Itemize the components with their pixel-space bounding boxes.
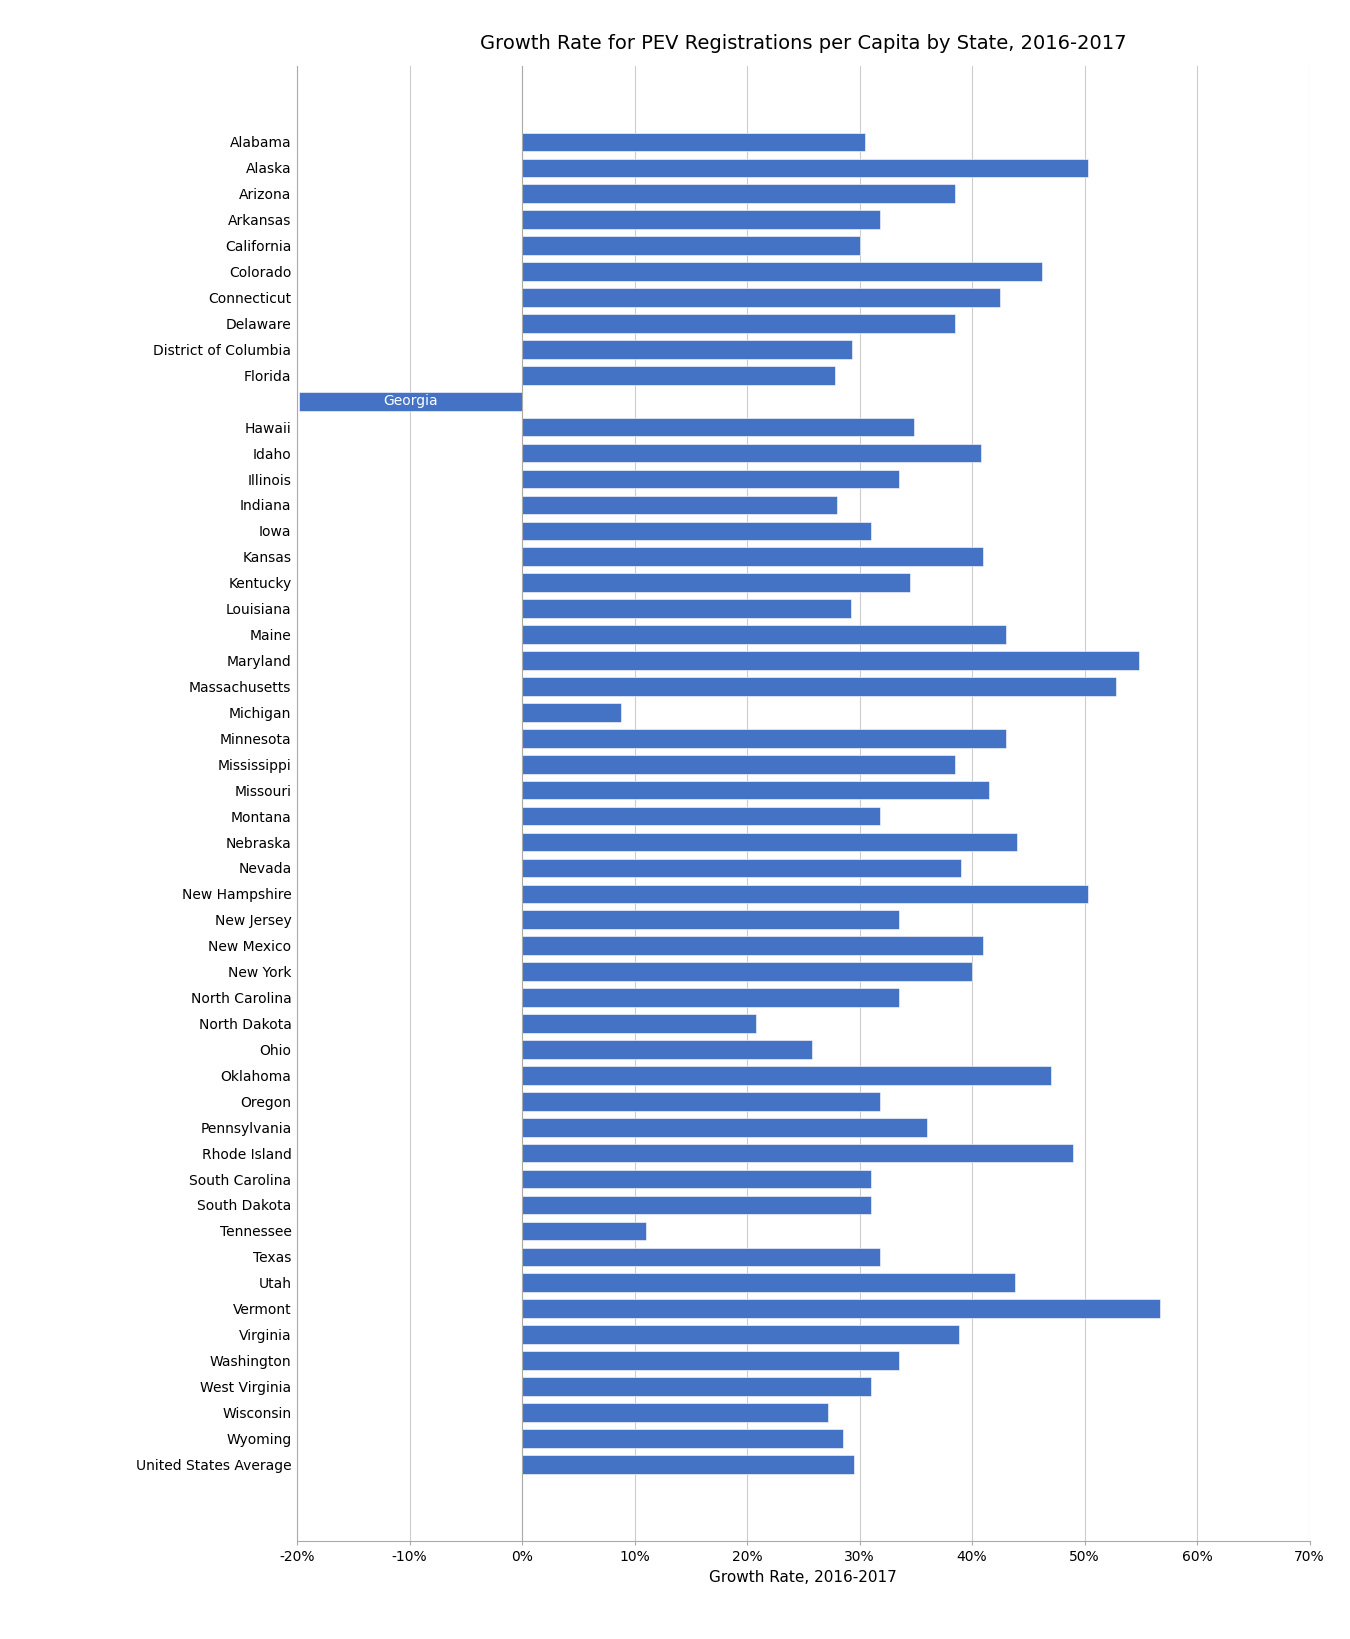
Bar bbox=[522, 470, 899, 488]
Bar bbox=[522, 1221, 645, 1241]
Bar bbox=[522, 1247, 880, 1267]
Bar bbox=[522, 1455, 853, 1473]
Bar bbox=[522, 495, 837, 515]
Bar bbox=[522, 1429, 842, 1447]
Bar bbox=[522, 624, 1006, 644]
Bar bbox=[522, 1065, 1050, 1085]
Bar bbox=[522, 806, 880, 826]
X-axis label: Growth Rate, 2016-2017: Growth Rate, 2016-2017 bbox=[709, 1570, 898, 1585]
Bar bbox=[522, 651, 1138, 670]
Bar bbox=[522, 1118, 927, 1136]
Bar bbox=[522, 885, 1088, 903]
Bar bbox=[522, 1170, 871, 1188]
Bar bbox=[522, 962, 972, 982]
Bar bbox=[522, 1196, 871, 1214]
Bar bbox=[522, 339, 852, 359]
Bar bbox=[522, 418, 914, 436]
Bar bbox=[522, 133, 865, 151]
Bar bbox=[522, 1300, 1160, 1318]
Bar bbox=[522, 1092, 880, 1111]
Bar bbox=[522, 1144, 1073, 1162]
Bar bbox=[522, 521, 871, 541]
Bar bbox=[522, 1377, 871, 1396]
Bar bbox=[522, 185, 956, 203]
Bar bbox=[522, 315, 956, 333]
Bar bbox=[522, 1403, 828, 1421]
Bar bbox=[522, 1015, 756, 1033]
Title: Growth Rate for PEV Registrations per Capita by State, 2016-2017: Growth Rate for PEV Registrations per Ca… bbox=[481, 34, 1126, 52]
Bar bbox=[522, 262, 1042, 280]
Bar bbox=[522, 833, 1017, 851]
Bar bbox=[522, 159, 1088, 177]
Bar bbox=[522, 729, 1006, 747]
Text: Georgia: Georgia bbox=[383, 395, 437, 408]
Bar bbox=[522, 910, 899, 929]
Bar bbox=[522, 600, 850, 618]
Bar bbox=[522, 365, 834, 385]
Bar bbox=[522, 1326, 958, 1344]
Bar bbox=[300, 392, 522, 410]
Bar bbox=[522, 756, 956, 774]
Bar bbox=[522, 703, 621, 721]
Bar bbox=[522, 859, 961, 877]
Bar bbox=[522, 1351, 899, 1370]
Bar bbox=[522, 936, 983, 956]
Bar bbox=[522, 444, 981, 462]
Bar bbox=[522, 677, 1116, 697]
Bar bbox=[522, 210, 880, 229]
Bar bbox=[522, 236, 860, 256]
Bar bbox=[522, 1041, 813, 1059]
Bar bbox=[522, 574, 910, 592]
Bar bbox=[522, 780, 988, 800]
Bar bbox=[522, 547, 983, 565]
Bar bbox=[522, 1274, 1015, 1292]
Bar bbox=[522, 288, 1000, 306]
Bar bbox=[522, 988, 899, 1006]
